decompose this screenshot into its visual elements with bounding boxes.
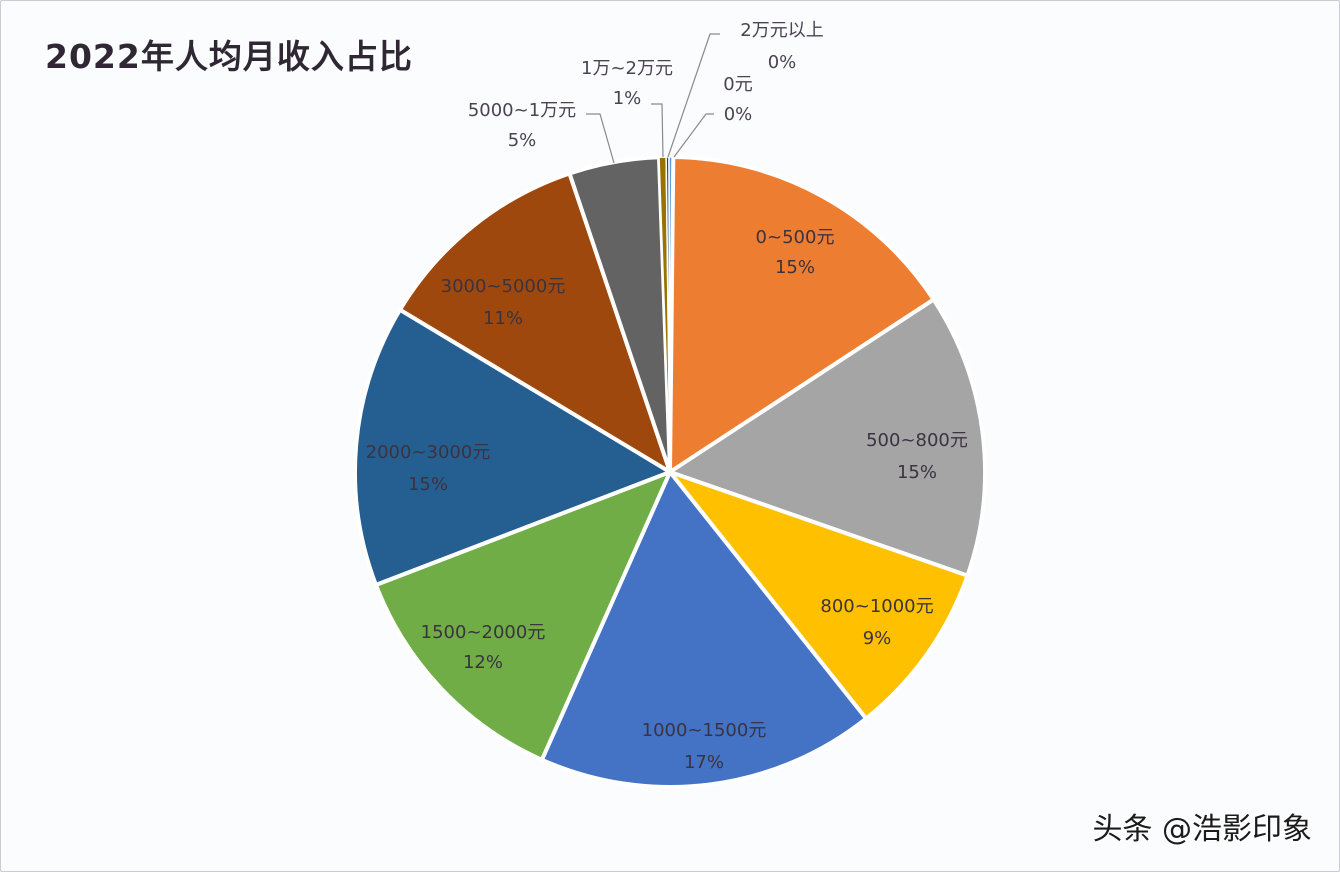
slice-percent-label: 5% xyxy=(508,130,537,151)
slice-percent-label: 15% xyxy=(775,257,815,278)
leader-line xyxy=(673,113,714,158)
slice-category-label: 3000~5000元 xyxy=(441,276,566,297)
pie-slice xyxy=(668,297,987,578)
pie-slices xyxy=(352,155,987,789)
slice-category-label: 0~500元 xyxy=(756,227,835,248)
chart-title: 2022年人均月收入占比 xyxy=(45,37,413,76)
slice-percent-label: 1% xyxy=(613,88,642,109)
slice-percent-label: 17% xyxy=(684,752,724,773)
slice-category-label: 800~1000元 xyxy=(820,596,933,617)
leader-lines xyxy=(586,33,720,164)
slice-category-label: 1500~2000元 xyxy=(421,622,546,643)
slice-percent-label: 15% xyxy=(408,474,448,495)
leader-line xyxy=(586,113,615,164)
slice-category-label: 2万元以上 xyxy=(740,20,823,41)
pie-slice xyxy=(665,156,671,473)
slice-percent-label: 15% xyxy=(897,462,937,483)
pie-slice xyxy=(397,171,672,474)
slice-category-label: 5000~1万元 xyxy=(468,100,576,121)
pie-slice xyxy=(539,470,869,789)
slice-percent-label: 12% xyxy=(463,652,503,673)
slice-category-label: 500~800元 xyxy=(866,430,968,451)
pie-slice xyxy=(668,470,970,721)
slice-percent-label: 9% xyxy=(863,628,892,649)
leader-line xyxy=(667,33,720,158)
slice-percent-label: 0% xyxy=(768,52,797,73)
watermark: 头条 @浩影印象 xyxy=(1092,812,1312,847)
pie-slice xyxy=(668,155,936,474)
leader-line xyxy=(651,103,664,158)
slice-category-label: 0元 xyxy=(723,74,752,95)
slice-labels: 0~500元 15% 500~800元 15% 800~1000元 9% 1000~1500… xyxy=(366,20,968,773)
slice-category-label: 2000~3000元 xyxy=(366,442,491,463)
slice-category-label: 1000~1500元 xyxy=(642,720,767,741)
pie-slice xyxy=(352,307,672,587)
slice-category-label: 1万~2万元 xyxy=(581,58,673,79)
slice-percent-label: 0% xyxy=(724,104,753,125)
pie-slice xyxy=(373,470,672,762)
slice-percent-label: 11% xyxy=(483,308,523,329)
